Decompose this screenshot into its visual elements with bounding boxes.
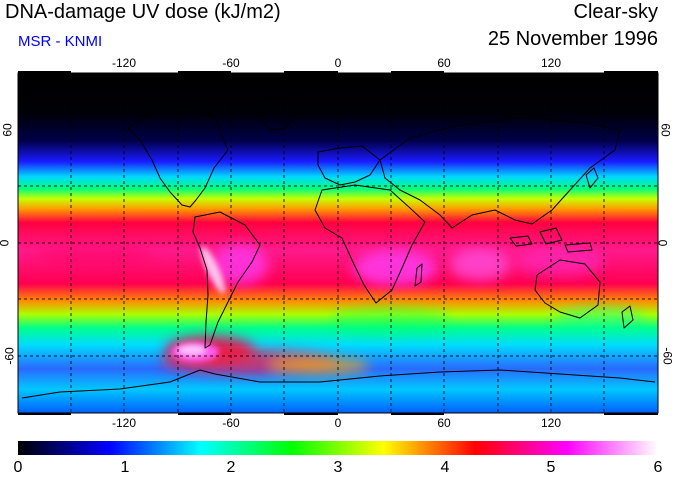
lon-label-bottom: 60: [437, 416, 451, 430]
colorbar-tick: 1: [120, 459, 130, 476]
frame-ticks: [18, 71, 658, 415]
lon-label-bottom: -60: [222, 416, 240, 430]
map-date: 25 November 1996: [487, 28, 658, 50]
lat-label-left: -60: [2, 347, 17, 365]
colorbar-tick: 2: [226, 459, 236, 476]
lon-label-bottom: 0: [334, 416, 342, 430]
lon-label-top: -60: [222, 56, 240, 70]
lon-label-top: 60: [437, 56, 451, 70]
lat-label-left: 0: [0, 240, 11, 247]
lat-label-right: -60: [660, 347, 675, 365]
sky-condition: Clear-sky: [573, 1, 658, 23]
lon-label-top: 120: [540, 56, 562, 70]
lat-label-right: 60: [658, 123, 673, 137]
colorbar-tick: 6: [653, 459, 663, 476]
lon-label-top: 0: [334, 56, 342, 70]
colorbar-tick: 5: [546, 459, 556, 476]
map-frame: [17, 72, 659, 414]
colorbar-tick: 0: [13, 459, 23, 476]
lon-label-bottom: 120: [540, 416, 562, 430]
lon-label-bottom: -120: [111, 416, 137, 430]
colorbar: [18, 441, 658, 455]
lat-label-left: 60: [0, 123, 15, 137]
lat-label-right: 0: [655, 239, 670, 247]
uv-dose-map: [17, 71, 659, 415]
graticule: [18, 73, 658, 413]
map-title: DNA-damage UV dose (kJ/m2): [5, 1, 281, 23]
coastlines: [21, 95, 656, 399]
lon-label-top: -120: [111, 56, 137, 70]
colorbar-tick: 3: [333, 459, 343, 476]
colorbar-tick: 4: [440, 459, 450, 476]
source-label: MSR - KNMI: [18, 33, 103, 50]
